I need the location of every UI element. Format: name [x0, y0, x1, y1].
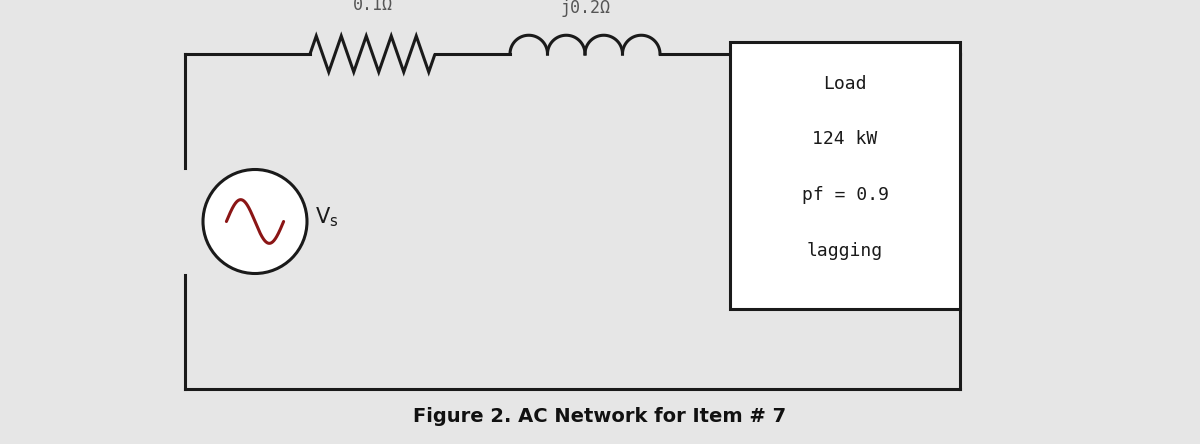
Text: Figure 2. AC Network for Item # 7: Figure 2. AC Network for Item # 7 — [414, 407, 786, 426]
Text: 124 kW: 124 kW — [812, 131, 877, 148]
Circle shape — [203, 170, 307, 274]
Text: $\mathregular{V_s}$: $\mathregular{V_s}$ — [314, 206, 338, 229]
Bar — [730, 42, 960, 309]
Text: Load: Load — [823, 75, 866, 93]
Text: lagging: lagging — [806, 242, 883, 260]
Text: pf = 0.9: pf = 0.9 — [802, 186, 888, 204]
Text: j0.2Ω: j0.2Ω — [560, 0, 610, 17]
Text: 0.1Ω: 0.1Ω — [353, 0, 392, 14]
